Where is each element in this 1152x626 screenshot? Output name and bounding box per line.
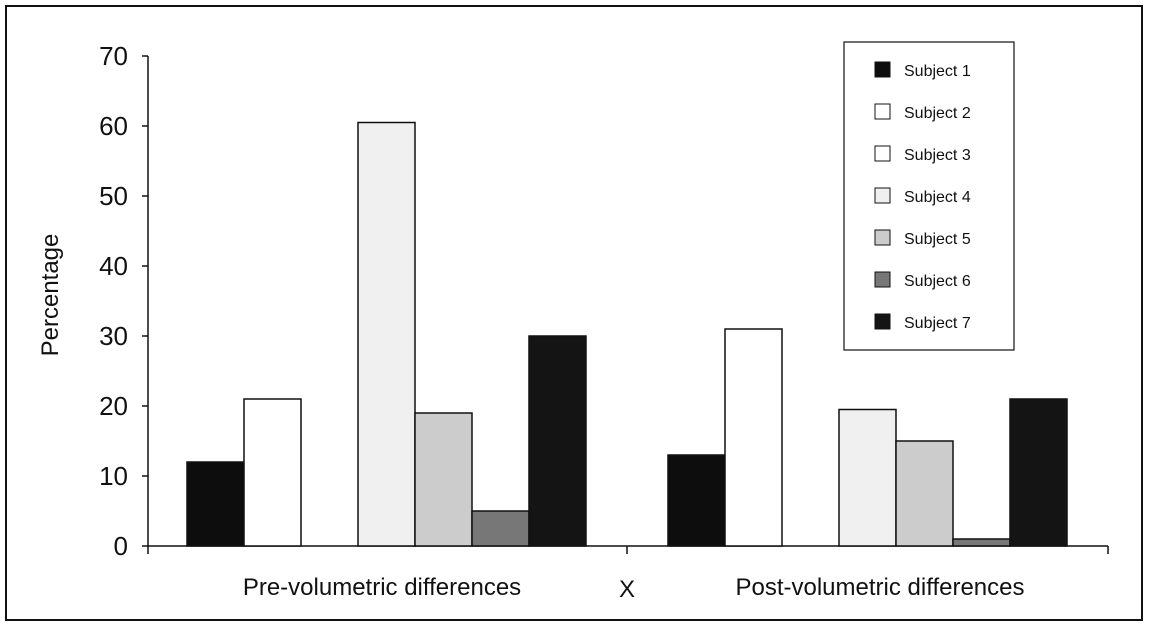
bar-subject-6-post (952, 538, 1011, 547)
y-tick-label: 10 (99, 461, 128, 491)
legend-box (843, 41, 1015, 351)
bar-subject-4-pre (357, 121, 416, 547)
y-tick-label: 40 (99, 251, 128, 281)
category-label-pre: Pre-volumetric differences (243, 574, 521, 601)
legend: Subject 1 Subject 2 Subject 3 Subject 4 Subj… (843, 41, 1015, 351)
bar-subject-2-pre (243, 398, 302, 547)
bar-subject-5-pre (414, 412, 473, 547)
legend-swatch (874, 271, 891, 288)
legend-label: Subject 4 (904, 189, 971, 206)
bar-subject-1-pre (186, 461, 245, 547)
y-axis-title: Percentage (37, 234, 64, 357)
labels: Percentage Pre-volumetric differences X … (37, 234, 1025, 603)
separator-label: X (619, 576, 635, 603)
bar-subject-5-post (895, 440, 954, 547)
bar-subject-1-post (667, 454, 726, 547)
legend-swatch (874, 187, 891, 204)
y-tick-label: 70 (99, 41, 128, 71)
y-tick-label: 50 (99, 181, 128, 211)
legend-label: Subject 7 (904, 315, 971, 332)
y-tick-label: 30 (99, 321, 128, 351)
y-tick-label: 20 (99, 391, 128, 421)
legend-swatch (874, 61, 891, 78)
bar-subject-7-pre (528, 335, 587, 547)
legend-label: Subject 6 (904, 273, 971, 290)
bar-subject-2-post (724, 328, 783, 547)
axes: 0 10 20 30 40 50 60 70 (99, 41, 1109, 561)
legend-label: Subject 3 (904, 147, 971, 164)
legend-label: Subject 1 (904, 63, 971, 80)
legend-label: Subject 2 (904, 105, 971, 122)
legend-swatch (874, 313, 891, 330)
bar-subject-4-post (838, 408, 897, 547)
bar-subject-6-pre (471, 510, 530, 547)
bar-subject-7-post (1009, 398, 1068, 547)
y-tick-label: 0 (114, 531, 128, 561)
legend-swatch (874, 229, 891, 246)
category-label-post: Post-volumetric differences (735, 574, 1024, 601)
legend-swatch (874, 103, 891, 120)
legend-swatch (874, 145, 891, 162)
y-tick-label: 60 (99, 111, 128, 141)
legend-label: Subject 5 (904, 231, 971, 248)
bars (186, 121, 1068, 547)
